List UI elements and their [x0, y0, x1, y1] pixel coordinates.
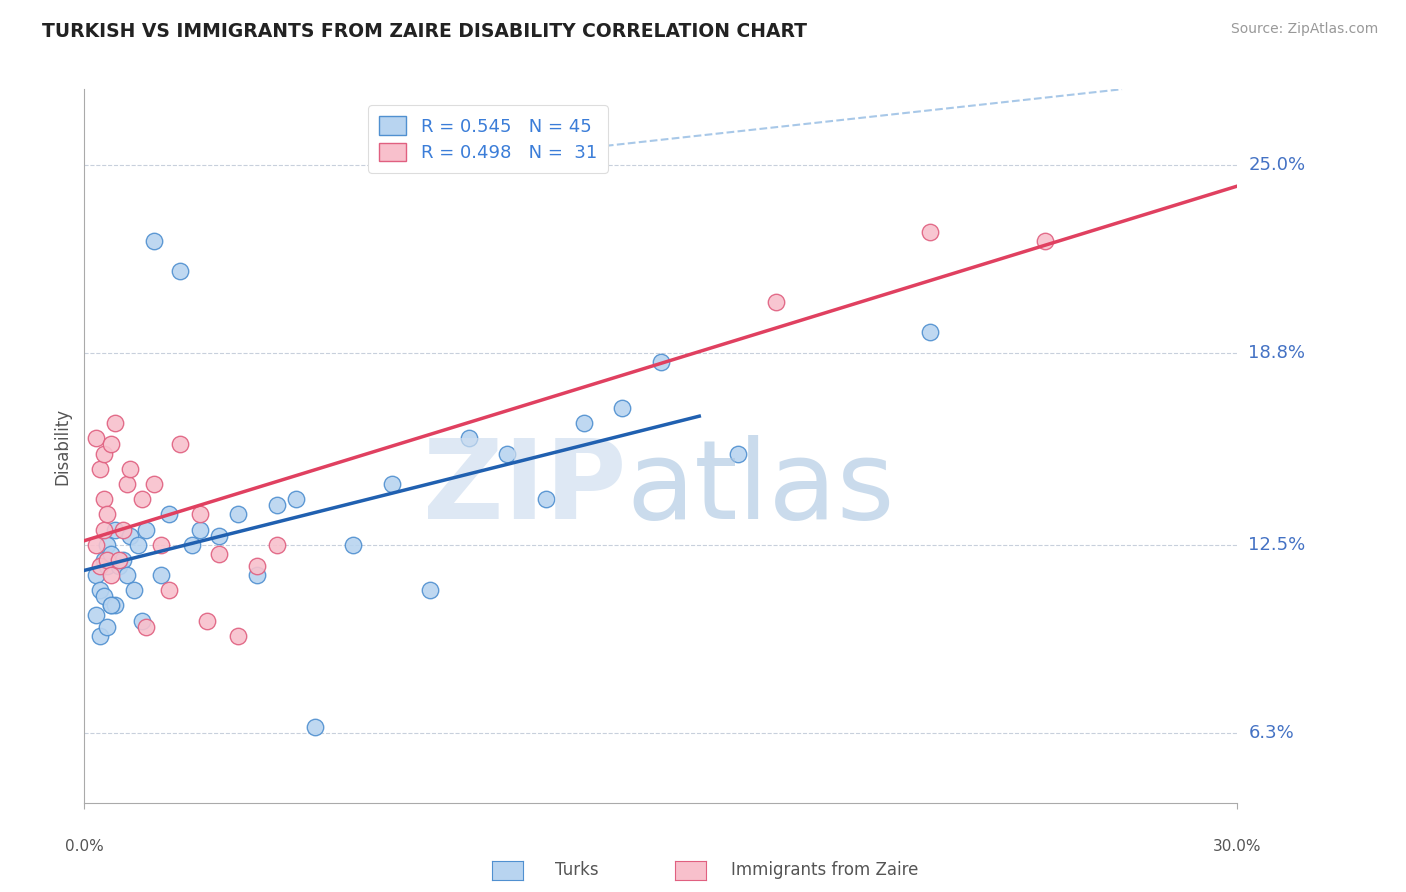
Point	[104, 416, 127, 430]
Point	[100, 599, 122, 613]
Point	[188, 508, 211, 522]
Point	[765, 294, 787, 309]
Point	[131, 614, 153, 628]
Point	[208, 528, 231, 542]
Point	[84, 607, 107, 622]
Legend: R = 0.545   N = 45, R = 0.498   N =  31: R = 0.545 N = 45, R = 0.498 N = 31	[368, 105, 607, 173]
Point	[93, 523, 115, 537]
Point	[169, 437, 191, 451]
Point	[226, 629, 249, 643]
Point	[727, 447, 749, 461]
Point	[169, 264, 191, 278]
Point	[124, 583, 146, 598]
Point	[111, 523, 134, 537]
Point	[104, 523, 127, 537]
Text: Immigrants from Zaire: Immigrants from Zaire	[731, 861, 918, 879]
Point	[304, 720, 326, 734]
Point	[108, 553, 131, 567]
Point	[115, 477, 138, 491]
Point	[100, 547, 122, 561]
Text: TURKISH VS IMMIGRANTS FROM ZAIRE DISABILITY CORRELATION CHART: TURKISH VS IMMIGRANTS FROM ZAIRE DISABIL…	[42, 22, 807, 41]
Point	[135, 523, 157, 537]
Point	[208, 547, 231, 561]
Point	[457, 431, 479, 445]
Point	[266, 498, 288, 512]
Point	[226, 508, 249, 522]
Point	[131, 492, 153, 507]
Point	[96, 538, 118, 552]
Point	[284, 492, 307, 507]
Point	[115, 568, 138, 582]
Point	[120, 528, 142, 542]
Point	[572, 416, 595, 430]
Text: 30.0%: 30.0%	[1213, 839, 1261, 855]
Point	[918, 225, 941, 239]
Point	[419, 583, 441, 598]
Text: atlas: atlas	[626, 435, 894, 542]
Point	[93, 492, 115, 507]
Point	[381, 477, 404, 491]
Point	[120, 462, 142, 476]
Point	[89, 629, 111, 643]
Point	[89, 558, 111, 573]
Point	[84, 538, 107, 552]
Point	[918, 325, 941, 339]
Point	[111, 553, 134, 567]
Text: 25.0%: 25.0%	[1249, 156, 1306, 174]
Point	[96, 620, 118, 634]
Point	[96, 558, 118, 573]
Point	[150, 538, 173, 552]
Point	[150, 568, 173, 582]
Text: 18.8%: 18.8%	[1249, 344, 1305, 362]
Text: ZIP: ZIP	[423, 435, 626, 542]
Point	[100, 437, 122, 451]
Point	[157, 508, 180, 522]
Point	[534, 492, 557, 507]
Point	[157, 583, 180, 598]
Point	[89, 583, 111, 598]
Point	[89, 462, 111, 476]
Text: Turks: Turks	[555, 861, 599, 879]
Point	[195, 614, 218, 628]
Point	[108, 558, 131, 573]
Point	[266, 538, 288, 552]
Point	[100, 599, 122, 613]
Text: Source: ZipAtlas.com: Source: ZipAtlas.com	[1230, 22, 1378, 37]
Point	[127, 538, 149, 552]
Text: 0.0%: 0.0%	[65, 839, 104, 855]
Point	[142, 477, 165, 491]
Point	[96, 508, 118, 522]
Point	[342, 538, 364, 552]
Point	[96, 553, 118, 567]
Point	[104, 599, 127, 613]
Point	[93, 447, 115, 461]
Point	[84, 568, 107, 582]
Point	[188, 523, 211, 537]
Point	[93, 590, 115, 604]
Point	[84, 431, 107, 445]
Point	[142, 234, 165, 248]
Text: 12.5%: 12.5%	[1249, 536, 1306, 554]
Point	[93, 553, 115, 567]
Point	[650, 355, 672, 369]
Point	[181, 538, 204, 552]
Y-axis label: Disability: Disability	[53, 408, 72, 484]
Text: 6.3%: 6.3%	[1249, 724, 1294, 742]
Point	[612, 401, 634, 415]
Point	[246, 568, 269, 582]
Point	[1033, 234, 1056, 248]
Point	[496, 447, 519, 461]
Point	[246, 558, 269, 573]
Point	[100, 568, 122, 582]
Point	[135, 620, 157, 634]
